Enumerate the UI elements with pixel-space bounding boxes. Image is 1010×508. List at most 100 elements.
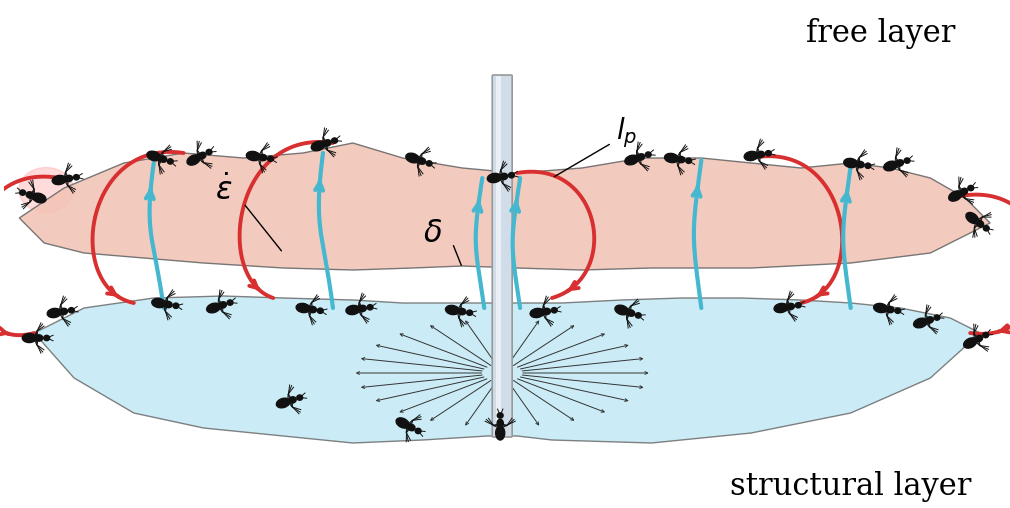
Text: $\delta$: $\delta$ [423,218,442,247]
Ellipse shape [874,303,888,312]
Ellipse shape [296,303,310,312]
Ellipse shape [74,175,79,180]
FancyBboxPatch shape [492,75,512,437]
Ellipse shape [500,173,508,180]
Ellipse shape [983,332,989,338]
Text: $\dot{\varepsilon}$: $\dot{\varepsilon}$ [215,174,232,206]
Text: structural layer: structural layer [730,470,972,501]
Ellipse shape [165,301,172,308]
Ellipse shape [65,175,73,182]
Ellipse shape [625,155,638,165]
Ellipse shape [260,154,267,161]
Ellipse shape [199,152,206,159]
Ellipse shape [774,303,788,312]
Polygon shape [34,296,980,443]
Ellipse shape [635,313,641,318]
Ellipse shape [69,308,75,313]
Ellipse shape [346,305,360,314]
Ellipse shape [415,428,421,434]
Ellipse shape [246,151,261,161]
Ellipse shape [665,153,679,163]
Ellipse shape [445,305,460,314]
Ellipse shape [187,155,200,165]
Ellipse shape [766,150,772,156]
Ellipse shape [645,152,651,157]
Ellipse shape [219,302,226,308]
Ellipse shape [497,413,503,418]
Ellipse shape [856,162,865,168]
Ellipse shape [914,318,927,328]
Ellipse shape [152,298,166,308]
Ellipse shape [367,305,373,310]
Ellipse shape [35,335,42,341]
Ellipse shape [459,308,466,314]
Ellipse shape [277,398,290,408]
Ellipse shape [268,156,274,162]
Ellipse shape [297,395,303,400]
Ellipse shape [884,161,897,171]
Ellipse shape [926,317,933,323]
Ellipse shape [20,190,25,195]
Ellipse shape [496,426,505,440]
Ellipse shape [168,158,173,164]
Ellipse shape [497,419,503,427]
Ellipse shape [160,156,167,162]
Ellipse shape [551,308,558,313]
Ellipse shape [961,188,968,195]
Ellipse shape [19,168,74,212]
Ellipse shape [47,308,61,318]
Text: free layer: free layer [806,17,955,48]
Ellipse shape [542,308,550,314]
Ellipse shape [206,149,212,155]
Ellipse shape [887,306,894,313]
Text: $l_p$: $l_p$ [616,116,637,150]
Ellipse shape [895,308,901,313]
Ellipse shape [637,154,644,160]
Ellipse shape [795,303,801,308]
Ellipse shape [173,303,179,308]
Ellipse shape [426,161,432,166]
Ellipse shape [289,397,296,403]
Polygon shape [19,143,990,270]
Ellipse shape [359,305,367,311]
Bar [496,76,501,436]
Ellipse shape [396,418,409,428]
Ellipse shape [627,310,634,316]
Ellipse shape [309,306,316,313]
Ellipse shape [418,158,425,164]
Ellipse shape [317,308,323,313]
Ellipse shape [678,156,685,163]
Ellipse shape [787,303,795,310]
Ellipse shape [311,141,325,151]
Ellipse shape [22,333,36,342]
Ellipse shape [406,153,419,163]
Ellipse shape [331,138,337,143]
Ellipse shape [977,220,984,227]
Ellipse shape [948,191,962,201]
Ellipse shape [984,226,989,231]
Ellipse shape [43,335,49,341]
Ellipse shape [530,308,544,318]
Ellipse shape [508,173,514,178]
Ellipse shape [976,335,983,342]
Ellipse shape [323,140,331,146]
Ellipse shape [26,192,33,198]
Ellipse shape [615,305,628,315]
Ellipse shape [227,300,233,305]
Ellipse shape [744,151,759,161]
Ellipse shape [60,308,68,314]
Ellipse shape [966,212,979,224]
Ellipse shape [207,303,220,313]
Ellipse shape [686,158,692,164]
Ellipse shape [408,424,415,431]
Ellipse shape [968,185,974,190]
Ellipse shape [487,173,501,182]
Ellipse shape [467,310,473,315]
Ellipse shape [53,175,66,184]
Ellipse shape [843,158,857,168]
Ellipse shape [756,151,765,157]
Ellipse shape [934,315,940,320]
Ellipse shape [904,158,910,163]
Ellipse shape [896,160,904,166]
Ellipse shape [865,163,871,168]
